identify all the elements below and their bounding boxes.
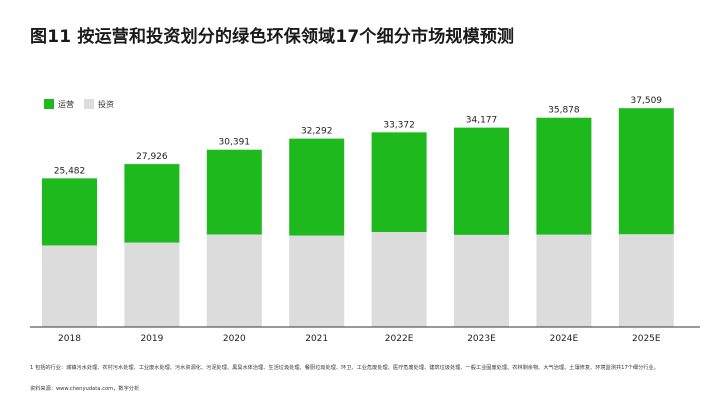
x-tick-label-2021: 2021 [305, 334, 328, 344]
value-label-2020: 30,391 [219, 138, 251, 148]
legend-label-operation: 运营 [58, 99, 74, 109]
bar-operation-2019 [124, 164, 180, 243]
labels-group: 25,482 2018 27,926 2019 30,391 2020 32,292 2021… [54, 96, 663, 344]
x-tick-label-2022E: 2022E [385, 334, 414, 344]
bar-operation-2018 [42, 178, 97, 246]
bars-group [42, 108, 674, 327]
stacked-bar-chart: 运营 投资 25,482 2018 27,926 2019 30,391 2020 32,2… [30, 96, 700, 344]
bar-investment-2018 [42, 245, 97, 327]
legend-label-investment: 投资 [98, 99, 114, 109]
footnote: 1 包括的行业：城镇污水处理、农村污水处理、工业废水处理、污水资源化、污泥处理、… [30, 365, 659, 371]
legend: 运营 投资 [44, 99, 114, 109]
bar-investment-2022E [371, 232, 427, 327]
value-label-2019: 27,926 [136, 152, 168, 162]
source-note: 资料来源：www.chenyudata.com，数字分析 [30, 386, 140, 392]
legend-swatch-investment [84, 99, 94, 109]
bar-investment-2023E [454, 234, 509, 327]
x-tick-label-2024E: 2024E [550, 334, 579, 344]
legend-swatch-operation [44, 99, 54, 109]
x-tick-label-2019: 2019 [140, 334, 163, 344]
value-label-2018: 25,482 [54, 166, 86, 176]
x-tick-label-2018: 2018 [58, 334, 81, 344]
bar-operation-2024E [536, 117, 592, 235]
value-label-2023E: 34,177 [466, 116, 498, 126]
bar-investment-2020 [206, 234, 262, 327]
bar-investment-2021 [289, 235, 345, 327]
value-label-2024E: 35,878 [548, 106, 580, 116]
bar-investment-2025E [618, 234, 674, 327]
chart-title: 图11 按运营和投资划分的绿色环保领域17个细分市场规模预测 [30, 27, 515, 47]
bar-operation-2020 [206, 149, 262, 235]
bar-operation-2021 [289, 138, 345, 236]
bar-operation-2022E [371, 132, 427, 233]
value-label-2021: 32,292 [301, 127, 333, 137]
x-tick-label-2025E: 2025E [632, 334, 661, 344]
bar-investment-2019 [124, 242, 180, 327]
bar-investment-2024E [536, 234, 592, 327]
value-label-2022E: 33,372 [383, 120, 415, 130]
x-tick-label-2023E: 2023E [467, 334, 496, 344]
value-label-2025E: 37,509 [631, 96, 663, 106]
x-tick-label-2020: 2020 [223, 334, 246, 344]
bar-operation-2023E [454, 127, 509, 235]
bar-operation-2025E [618, 108, 674, 235]
